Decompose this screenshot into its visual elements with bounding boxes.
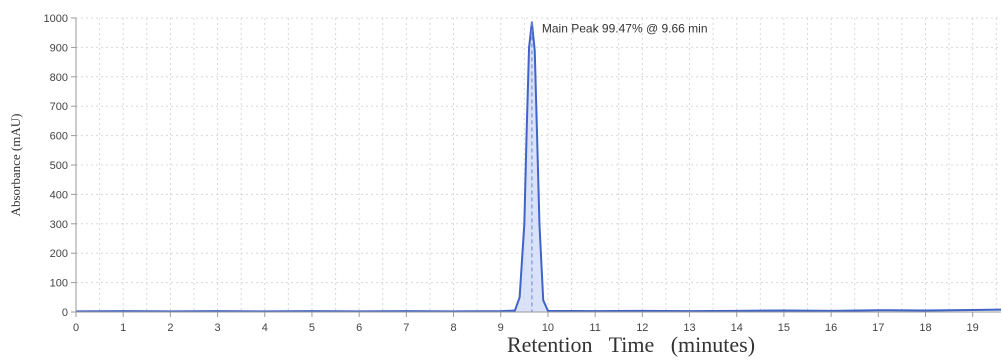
y-tick-label: 200: [50, 248, 68, 260]
x-tick-labels: 0 1 2 3 4 5 6 7 8 9 10 11 12 13 14 15 16 17 18 19: [73, 312, 979, 334]
x-tick-label: 10: [542, 322, 554, 334]
x-tick-label: 1: [120, 322, 126, 334]
y-tick-labels: 0 100 200 300 400 500 600 700 800 900 1000: [44, 13, 76, 319]
x-tick-label: 0: [73, 322, 79, 334]
x-tick-label: 8: [450, 322, 456, 334]
x-tick-label: 7: [403, 322, 409, 334]
y-tick-label: 0: [62, 307, 68, 319]
grid: [75, 17, 1001, 313]
x-tick-label: 5: [309, 322, 315, 334]
x-tick-label: 16: [825, 322, 837, 334]
x-tick-label: 18: [919, 322, 931, 334]
y-tick-label: 300: [50, 219, 68, 231]
y-tick-label: 400: [50, 189, 68, 201]
y-tick-label: 500: [50, 160, 68, 172]
y-tick-label: 100: [50, 278, 68, 290]
y-tick-label: 700: [50, 101, 68, 113]
x-tick-label: 17: [872, 322, 884, 334]
x-tick-label: 2: [167, 322, 173, 334]
y-tick-label: 1000: [44, 13, 68, 25]
y-tick-label: 800: [50, 72, 68, 84]
y-axis-title: Absorbance (mAU): [8, 114, 23, 217]
x-tick-label: 9: [498, 322, 504, 334]
y-tick-label: 900: [50, 42, 68, 54]
x-tick-label: 11: [589, 322, 600, 334]
x-tick-label: 12: [636, 322, 648, 334]
y-tick-label: 600: [50, 131, 68, 143]
x-axis-title: Retention Time (minutes): [507, 332, 755, 357]
x-tick-label: 3: [215, 322, 221, 334]
x-tick-label: 6: [356, 322, 362, 334]
x-tick-label: 4: [262, 322, 268, 334]
peak-annotation: Main Peak 99.47% @ 9.66 min: [542, 21, 708, 35]
x-tick-label: 14: [731, 322, 743, 334]
x-tick-label: 13: [683, 322, 695, 334]
x-tick-label: 19: [967, 322, 979, 334]
x-tick-label: 15: [778, 322, 790, 334]
